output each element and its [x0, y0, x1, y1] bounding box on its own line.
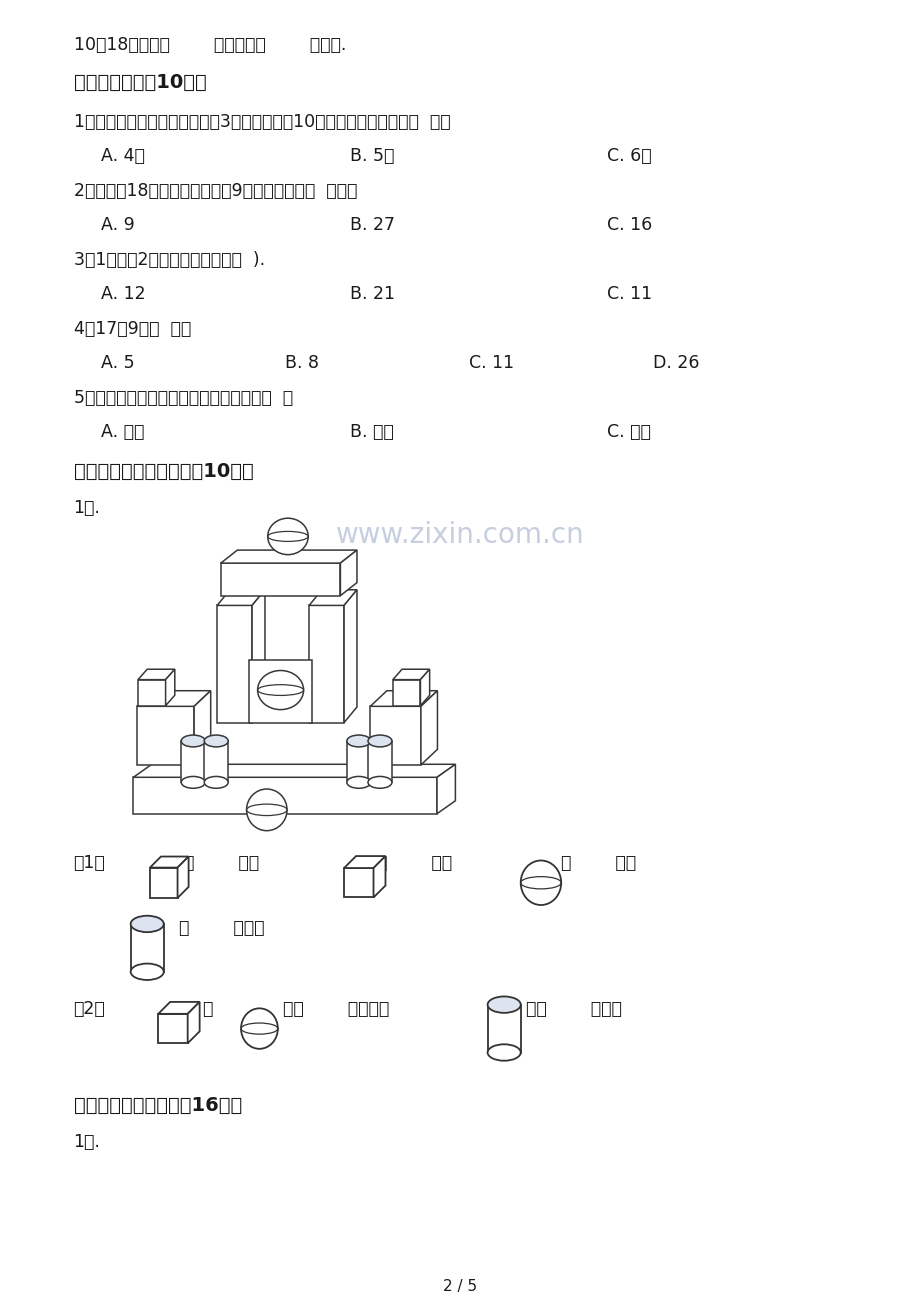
- Text: 五、看图列式计算。（16分）: 五、看图列式计算。（16分）: [74, 1096, 242, 1116]
- Bar: [368, 741, 391, 783]
- Text: A. 4人: A. 4人: [101, 147, 145, 165]
- Text: C. 西南: C. 西南: [607, 423, 651, 441]
- Ellipse shape: [487, 996, 520, 1013]
- Text: C. 16: C. 16: [607, 216, 652, 234]
- Bar: [221, 562, 340, 595]
- Text: 5、小明左手边是东北方，他的右手边是（  ）: 5、小明左手边是东北方，他的右手边是（ ）: [74, 389, 292, 408]
- Text: 1、.: 1、.: [74, 1133, 100, 1151]
- Text: B. 5人: B. 5人: [349, 147, 393, 165]
- Ellipse shape: [130, 963, 164, 980]
- Text: C. 6人: C. 6人: [607, 147, 652, 165]
- Bar: [309, 605, 344, 723]
- Ellipse shape: [487, 1044, 520, 1061]
- Polygon shape: [158, 1003, 199, 1014]
- Text: （        ）个: （ ）个: [561, 854, 636, 872]
- Text: 3、1个一，2个十组成的数字是（  ).: 3、1个一，2个十组成的数字是（ ).: [74, 251, 265, 270]
- Polygon shape: [392, 669, 429, 680]
- Polygon shape: [421, 690, 437, 766]
- Text: 4、17－9＝（  ）。: 4、17－9＝（ ）。: [74, 320, 190, 339]
- Ellipse shape: [241, 1008, 278, 1049]
- Ellipse shape: [181, 776, 205, 788]
- Text: B. 8: B. 8: [285, 354, 319, 372]
- Text: B. 21: B. 21: [349, 285, 394, 303]
- Polygon shape: [309, 590, 357, 605]
- Text: www.zixin.com.cn: www.zixin.com.cn: [335, 521, 584, 549]
- Text: 比: 比: [202, 1000, 212, 1018]
- Text: （        ）个: （ ）个: [377, 854, 452, 872]
- Text: A. 5: A. 5: [101, 354, 135, 372]
- Bar: [249, 660, 312, 723]
- Polygon shape: [437, 764, 455, 814]
- Ellipse shape: [257, 671, 303, 710]
- Text: C. 11: C. 11: [607, 285, 652, 303]
- Text: 少（        ）个。: 少（ ）个。: [526, 1000, 621, 1018]
- Ellipse shape: [204, 776, 228, 788]
- Bar: [150, 867, 177, 898]
- Ellipse shape: [346, 736, 370, 747]
- Text: 四、数一数，填一填。（10分）: 四、数一数，填一填。（10分）: [74, 462, 253, 482]
- Polygon shape: [217, 590, 265, 605]
- Polygon shape: [420, 669, 429, 706]
- Text: （        ）个。: （ ）个。: [179, 919, 265, 937]
- Polygon shape: [221, 549, 357, 562]
- Bar: [137, 706, 194, 766]
- Ellipse shape: [520, 861, 561, 905]
- Ellipse shape: [346, 776, 370, 788]
- Polygon shape: [252, 590, 265, 723]
- Bar: [487, 1005, 520, 1052]
- Polygon shape: [369, 690, 437, 706]
- Polygon shape: [194, 690, 210, 766]
- Text: 10、18里面有（        ）个十和（        ）个一.: 10、18里面有（ ）个十和（ ）个一.: [74, 36, 346, 55]
- Text: A. 东北: A. 东北: [101, 423, 144, 441]
- Bar: [392, 680, 420, 706]
- Bar: [130, 924, 164, 971]
- Bar: [204, 741, 228, 783]
- Bar: [369, 706, 420, 766]
- Polygon shape: [344, 590, 357, 723]
- Ellipse shape: [246, 789, 287, 831]
- Text: 2、明明有18个气球，比芳芳多9，芳芳有气球（  ）个。: 2、明明有18个气球，比芳芳多9，芳芳有气球（ ）个。: [74, 182, 357, 201]
- Bar: [158, 1014, 187, 1043]
- Text: B. 西北: B. 西北: [349, 423, 393, 441]
- Polygon shape: [177, 857, 188, 898]
- Text: 1、在一个队伍中，小红排在第3，小明排在第10，小红与小明之间有（  ）人: 1、在一个队伍中，小红排在第3，小明排在第10，小红与小明之间有（ ）人: [74, 113, 449, 132]
- Text: （2）: （2）: [74, 1000, 106, 1018]
- Ellipse shape: [368, 776, 391, 788]
- Text: B. 27: B. 27: [349, 216, 394, 234]
- Ellipse shape: [204, 736, 228, 747]
- Bar: [344, 868, 373, 897]
- Bar: [181, 741, 205, 783]
- Text: 三、我会选。（10分）: 三、我会选。（10分）: [74, 73, 206, 92]
- Text: D. 26: D. 26: [652, 354, 699, 372]
- Polygon shape: [340, 549, 357, 595]
- Text: C. 11: C. 11: [469, 354, 514, 372]
- Ellipse shape: [130, 915, 164, 932]
- Bar: [217, 605, 252, 723]
- Bar: [346, 741, 370, 783]
- Text: 1、.: 1、.: [74, 499, 100, 517]
- Text: A. 12: A. 12: [101, 285, 146, 303]
- Text: A. 9: A. 9: [101, 216, 135, 234]
- Text: 2 / 5: 2 / 5: [442, 1279, 477, 1294]
- Polygon shape: [373, 857, 385, 897]
- Text: （1）: （1）: [74, 854, 106, 872]
- Polygon shape: [187, 1003, 199, 1043]
- Ellipse shape: [368, 736, 391, 747]
- Bar: [138, 680, 165, 706]
- Ellipse shape: [267, 518, 308, 555]
- Ellipse shape: [181, 736, 205, 747]
- Polygon shape: [137, 690, 210, 706]
- Bar: [133, 777, 437, 814]
- Polygon shape: [344, 857, 385, 868]
- Polygon shape: [150, 857, 188, 867]
- Polygon shape: [133, 764, 455, 777]
- Text: （        ）个: （ ）个: [184, 854, 259, 872]
- Polygon shape: [165, 669, 175, 706]
- Polygon shape: [138, 669, 175, 680]
- Text: 多（        ）个，比: 多（ ）个，比: [283, 1000, 389, 1018]
